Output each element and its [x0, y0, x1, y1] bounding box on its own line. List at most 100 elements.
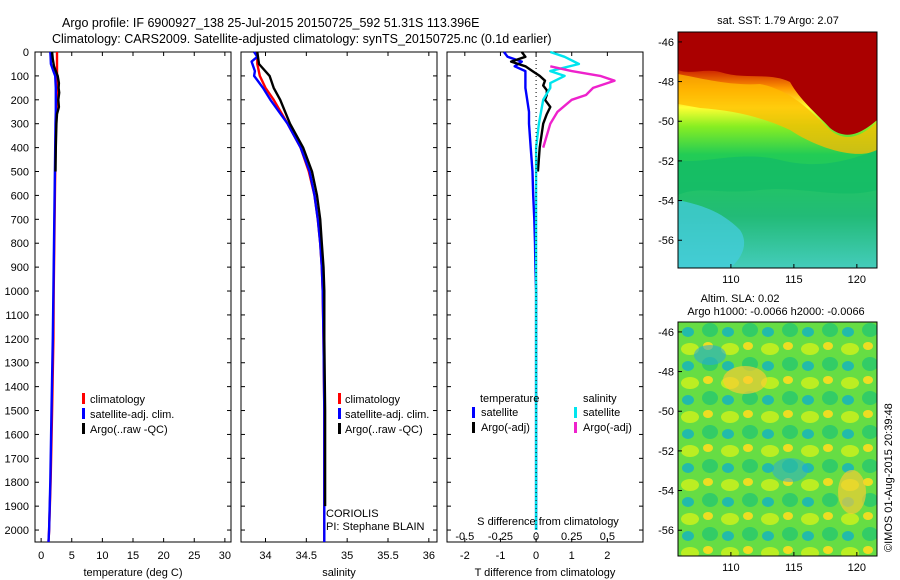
- depth-tick-label: 200: [11, 95, 29, 107]
- x-top-tick-label: 0.25: [561, 531, 582, 543]
- series-line-salinity-satellite: [534, 50, 581, 530]
- legend-label-satellite: satellite-adj. clim.: [90, 409, 174, 421]
- series-line-argo-raw-qc-: [50, 51, 61, 172]
- legend-label-t-satellite: satellite: [481, 407, 518, 419]
- legend-label-satellite: satellite-adj. clim.: [345, 409, 429, 421]
- legend-swatch-t-argo: [472, 422, 475, 433]
- temperature-plot-frame: [34, 51, 232, 543]
- depth-tick-label: 1100: [5, 310, 29, 322]
- title-line-2: Climatology: CARS2009. Satellite-adjuste…: [52, 32, 552, 46]
- depth-tick-label: 1900: [5, 501, 29, 513]
- sst-cool-band: [678, 150, 877, 195]
- x-tick-label: 1: [569, 550, 575, 562]
- legend-swatch-argo: [82, 423, 85, 434]
- salinity-chart: 34 34.5 35 35.5 36: [250, 51, 435, 562]
- sla-high-patch: [838, 470, 866, 514]
- x-tick-label: 35: [341, 550, 353, 562]
- x-tick-label: 36: [423, 550, 435, 562]
- series-line-temperature-argo-adj-: [509, 51, 552, 172]
- sst-front-region: [678, 74, 877, 154]
- depth-tick-label: 1400: [5, 382, 29, 394]
- depth-tick-label: 700: [11, 214, 29, 226]
- difference-xlabel-top: S difference from climatology: [477, 516, 619, 528]
- map-y-tick-label: -56: [658, 525, 674, 537]
- difference-plot-frame: [446, 51, 644, 543]
- imos-timestamp: ©IMOS 01-Aug-2015 20:39:48: [883, 403, 895, 552]
- legend-label-t-argo: Argo(-adj): [481, 422, 530, 434]
- x-top-tick-label: 0.5: [600, 531, 615, 543]
- sla-map-title: Altim. SLA: 0.02: [701, 293, 780, 305]
- map-y-tick-label: -50: [658, 406, 674, 418]
- depth-tick-label: 1800: [5, 477, 29, 489]
- map-y-tick-label: -46: [658, 327, 674, 339]
- legend-heading-temperature: temperature: [480, 393, 539, 405]
- map-y-tick-label: -48: [658, 77, 674, 89]
- sla-low-patch: [772, 458, 808, 482]
- map-x-tick-label: 110: [722, 274, 740, 286]
- sst-map-title: sat. SST: 1.79 Argo: 2.07: [717, 15, 839, 27]
- depth-tick-label: 300: [11, 119, 29, 131]
- legend-swatch-s-satellite: [574, 407, 577, 418]
- x-tick-label: -1: [496, 550, 506, 562]
- legend-swatch-climatology: [338, 393, 341, 404]
- x-tick-label: 34: [259, 550, 271, 562]
- x-tick-label: 2: [604, 550, 610, 562]
- legend-swatch-s-argo: [574, 422, 577, 433]
- sla-map-axes: 110 115 120 -46 -48 -50 -52 -54 -56: [658, 327, 866, 574]
- legend-swatch-climatology: [82, 393, 85, 404]
- x-tick-label: 25: [188, 550, 200, 562]
- depth-tick-label: 1700: [5, 453, 29, 465]
- x-tick-label: 20: [158, 550, 170, 562]
- depth-tick-label: 0: [23, 47, 29, 59]
- legend-label-climatology: climatology: [345, 394, 401, 406]
- salinity-plot-frame: [240, 51, 438, 543]
- legend-label-argo: Argo(..raw -QC): [345, 424, 423, 436]
- temperature-legend: climatology satellite-adj. clim. Argo(..…: [82, 393, 174, 436]
- sst-map-axes: 110 115 120 -46 -48 -50 -52 -54 -56: [658, 37, 866, 286]
- series-line-salinity-argo-adj-: [542, 65, 616, 148]
- map-x-tick-label: 120: [848, 274, 866, 286]
- series-line-temperature-satellite: [503, 51, 538, 530]
- pi-label: PI: Stephane BLAIN: [326, 521, 425, 533]
- x-tick-label: 5: [69, 550, 75, 562]
- temperature-xlabel: temperature (deg C): [83, 567, 182, 579]
- series-line-argo-raw-qc-: [256, 51, 327, 507]
- x-tick-label: 34.5: [296, 550, 317, 562]
- sst-map: [677, 31, 878, 269]
- depth-tick-label: 600: [11, 190, 29, 202]
- map-x-tick-label: 110: [722, 562, 740, 574]
- temperature-chart: 0 5 10 15 20 25 30: [38, 51, 231, 562]
- sst-map-frame: [677, 31, 878, 269]
- legend-label-s-satellite: satellite: [583, 407, 620, 419]
- x-tick-label: 0: [38, 550, 44, 562]
- sla-low-patch: [694, 345, 726, 365]
- depth-tick-label: 1000: [5, 286, 29, 298]
- map-y-tick-label: -48: [658, 367, 674, 379]
- x-tick-label: 15: [127, 550, 139, 562]
- depth-tick-label: 800: [11, 238, 29, 250]
- sla-map-subtitle: Argo h1000: -0.0066 h2000: -0.0066: [687, 306, 864, 318]
- difference-legend: temperature satellite Argo(-adj) salinit…: [472, 393, 632, 434]
- depth-tick-label: 1200: [5, 334, 29, 346]
- x-tick-label: 30: [219, 550, 231, 562]
- map-y-tick-label: -54: [658, 486, 674, 498]
- title-line-1: Argo profile: IF 6900927_138 25-Jul-2015…: [62, 16, 479, 30]
- legend-swatch-satellite: [338, 408, 341, 419]
- x-tick-label: 35.5: [377, 550, 398, 562]
- legend-heading-salinity: salinity: [583, 393, 617, 405]
- map-y-tick-label: -54: [658, 196, 674, 208]
- salinity-xlabel: salinity: [322, 567, 356, 579]
- legend-label-climatology: climatology: [90, 394, 146, 406]
- salinity-legend: climatology satellite-adj. clim. Argo(..…: [338, 393, 429, 436]
- x-top-tick-label: -0.5: [455, 531, 474, 543]
- x-tick-label: 10: [96, 550, 108, 562]
- map-y-tick-label: -46: [658, 37, 674, 49]
- series-line-satellite-adj-clim-: [250, 51, 326, 542]
- legend-label-argo: Argo(..raw -QC): [90, 424, 168, 436]
- map-y-tick-label: -52: [658, 446, 674, 458]
- depth-tick-label: 900: [11, 262, 29, 274]
- map-y-tick-label: -50: [658, 116, 674, 128]
- depth-tick-label: 1500: [5, 406, 29, 418]
